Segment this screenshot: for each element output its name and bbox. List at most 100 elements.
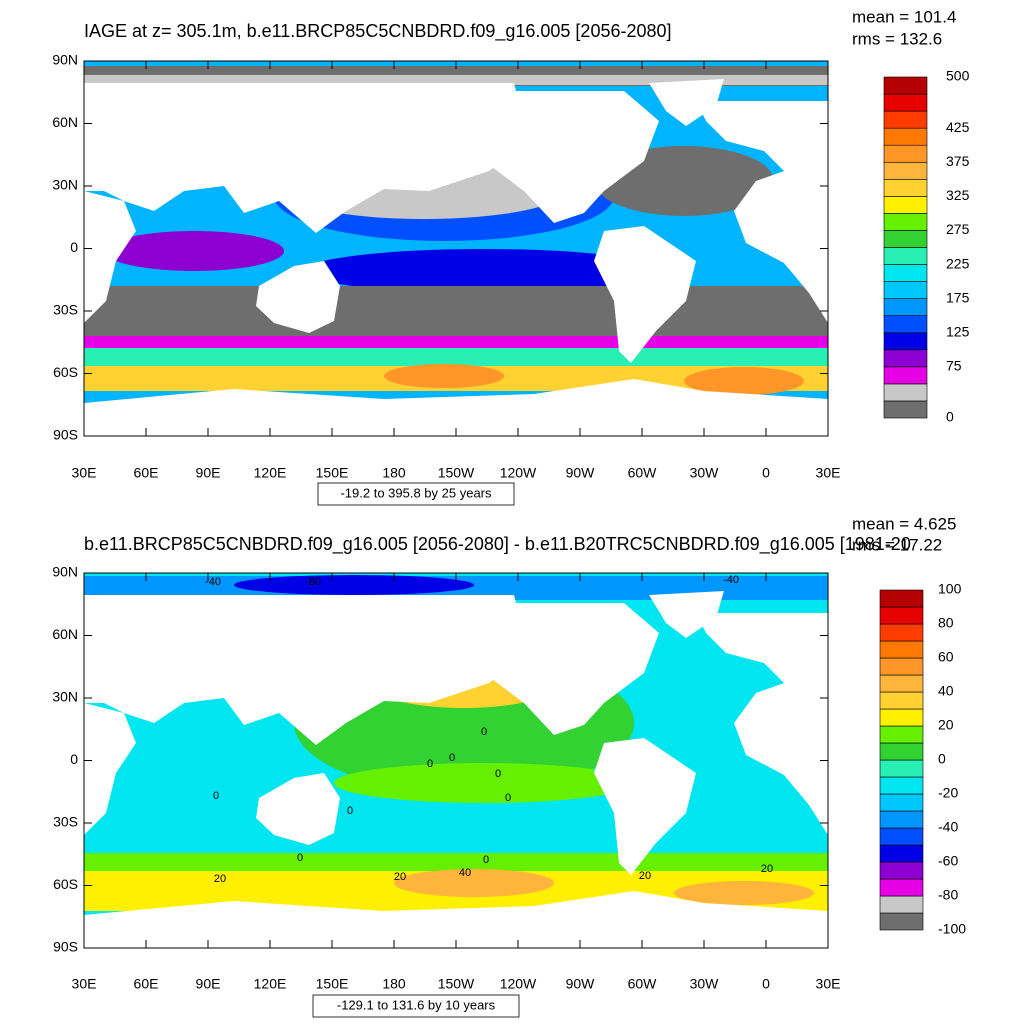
stat-label: mean = 101.4 xyxy=(852,7,956,26)
lat-label: 30S xyxy=(53,302,78,318)
colorbar-box xyxy=(883,315,928,334)
colorbar-box xyxy=(883,281,928,299)
colorbar-label: 60 xyxy=(938,649,954,665)
contour-label: 0 xyxy=(481,726,487,738)
lat-label: 0 xyxy=(70,751,78,767)
colorbar-box xyxy=(879,810,924,829)
colorbar-box xyxy=(879,895,924,914)
colorbar-box xyxy=(879,589,924,608)
colorbar-label: 100 xyxy=(938,581,962,597)
map-panel-2 xyxy=(83,572,829,949)
lon-label: 30E xyxy=(816,976,841,992)
colorbar-box xyxy=(883,230,928,248)
lon-label: 150E xyxy=(316,465,349,481)
colorbar-label: 375 xyxy=(946,153,970,169)
contour-label: 0 xyxy=(483,854,489,866)
contour-label: 20 xyxy=(214,873,226,885)
lon-label: 150W xyxy=(438,976,475,992)
contour-label: 0 xyxy=(495,768,501,780)
colorbar-label: -60 xyxy=(938,853,958,869)
colorbar-label: 500 xyxy=(946,68,970,84)
lon-label: 150E xyxy=(316,976,349,992)
lat-label: 30N xyxy=(52,689,78,705)
map-panel-1 xyxy=(83,60,829,437)
contour-label: 20 xyxy=(639,870,651,882)
colorbar-box xyxy=(883,93,928,112)
lat-label: 60N xyxy=(52,626,78,642)
panel-title: b.e11.BRCP85C5CNBDRD.f09_g16.005 [2056-2… xyxy=(84,534,911,555)
colorbar-box xyxy=(879,708,924,727)
lon-label: 150W xyxy=(438,465,475,481)
lon-label: 120E xyxy=(254,465,287,481)
colorbar-box xyxy=(879,657,924,676)
contour-label: 20 xyxy=(761,863,773,875)
colorbar-box xyxy=(883,264,928,282)
colorbar-box xyxy=(883,110,928,129)
colorbar-box xyxy=(879,878,924,897)
lat-label: 0 xyxy=(70,239,78,255)
contour-label: -40 xyxy=(723,574,739,586)
colorbar-label: 80 xyxy=(938,615,954,631)
contour-label: 20 xyxy=(394,871,406,883)
colorbar-box xyxy=(879,912,924,931)
colorbar-box xyxy=(883,332,928,351)
colorbar-box xyxy=(883,213,928,231)
lat-label: 60S xyxy=(53,876,78,892)
lon-label: 120W xyxy=(500,976,537,992)
contour-label: 40 xyxy=(459,867,471,879)
colorbar-box xyxy=(879,640,924,659)
stat-label: rms = 17.22 xyxy=(852,535,942,554)
colorbar-box xyxy=(879,606,924,625)
lon-label: 60E xyxy=(134,976,159,992)
range-note: -19.2 to 395.8 by 25 years xyxy=(340,485,492,500)
lon-label: 0 xyxy=(762,465,770,481)
lat-label: 30S xyxy=(53,814,78,830)
lat-label: 90S xyxy=(53,427,78,443)
contour-label: -80 xyxy=(305,576,321,588)
lon-label: 120W xyxy=(500,465,537,481)
lat-label: 60S xyxy=(53,364,78,380)
contour-label: -40 xyxy=(205,576,221,588)
lon-label: 180 xyxy=(382,465,406,481)
contour-label: 0 xyxy=(505,792,511,804)
colorbar-box xyxy=(883,76,928,95)
colorbar-box xyxy=(883,161,928,180)
contour-label: 0 xyxy=(347,805,353,817)
colorbar-label: 425 xyxy=(946,119,970,135)
colorbar-box xyxy=(883,298,928,316)
colorbar-box xyxy=(883,247,928,265)
colorbar-label: -100 xyxy=(938,921,966,937)
contour-label: 0 xyxy=(427,758,433,770)
stat-label: rms = 132.6 xyxy=(852,29,942,48)
colorbar-box xyxy=(883,179,928,197)
lon-label: 0 xyxy=(762,976,770,992)
lon-label: 60W xyxy=(628,465,658,481)
lon-label: 120E xyxy=(254,976,287,992)
contour-labels: -40 -80 -40 0 0 0 0 0 0 0 0 0 20 20 40 2… xyxy=(205,574,773,885)
colorbar-label: 225 xyxy=(946,255,970,271)
lon-label: 60W xyxy=(628,976,658,992)
lon-label: 90E xyxy=(196,976,221,992)
colorbar-box xyxy=(879,674,924,693)
lon-label: 30E xyxy=(816,465,841,481)
colorbar-label: 125 xyxy=(946,323,970,339)
lat-label: 90N xyxy=(52,52,78,68)
colorbar-box xyxy=(883,366,928,385)
colorbar-label: 20 xyxy=(938,717,954,733)
colorbar-box xyxy=(879,827,924,846)
colorbar-box xyxy=(879,623,924,642)
colorbar-label: 0 xyxy=(938,751,946,767)
lon-label: 30W xyxy=(690,976,720,992)
colorbar-label: 0 xyxy=(946,409,954,425)
colorbar-label: -20 xyxy=(938,785,958,801)
colorbar-label: 275 xyxy=(946,221,970,237)
colorbar-box xyxy=(883,196,928,214)
lon-label: 30W xyxy=(690,465,720,481)
colorbar-box xyxy=(883,349,928,368)
colorbar-label: 75 xyxy=(946,358,962,374)
colorbar-box xyxy=(879,742,924,761)
lon-label: 90E xyxy=(196,465,221,481)
colorbar-label: 40 xyxy=(938,683,954,699)
colorbar-box xyxy=(883,144,928,163)
colorbar-label: -80 xyxy=(938,887,958,903)
